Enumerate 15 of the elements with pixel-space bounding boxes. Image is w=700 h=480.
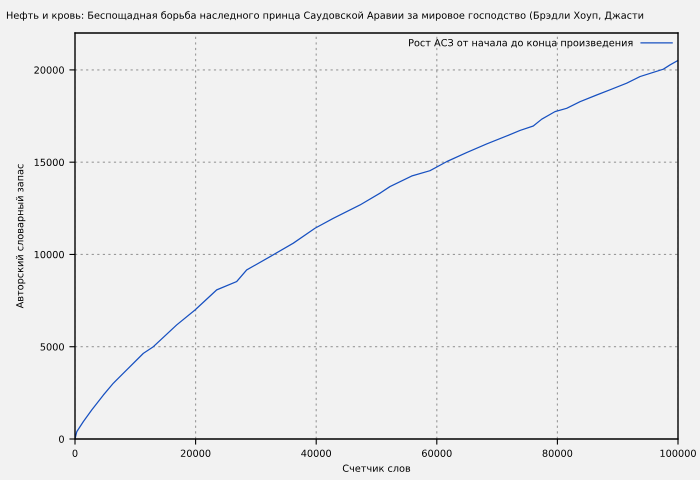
y-tick-label: 15000 xyxy=(34,158,64,166)
x-tick-label: 80000 xyxy=(542,450,572,457)
legend-label: Рост АСЗ от начала до конца произведения xyxy=(409,39,632,48)
x-tick-label: 40000 xyxy=(301,450,332,457)
y-tick-label: 10000 xyxy=(34,250,64,258)
x-tick-label: 60000 xyxy=(422,450,452,457)
y-tick-label: 20000 xyxy=(34,66,64,74)
y-tick-label: 5000 xyxy=(40,343,64,351)
y-tick-label: 0 xyxy=(59,435,64,443)
x-tick-label: 0 xyxy=(72,450,78,457)
x-axis-title: Счетчик слов xyxy=(342,464,410,472)
x-tick-label: 20000 xyxy=(180,450,210,457)
x-tick-label: 100000 xyxy=(660,450,696,457)
chart-title: Нефть и кровь: Беспощадная борьба наследного принца Саудовской Аравии за мировое господство (Брэдли Хоуп, Джасти xyxy=(6,11,644,21)
y-axis-title: Авторский словарный запас xyxy=(16,164,26,308)
